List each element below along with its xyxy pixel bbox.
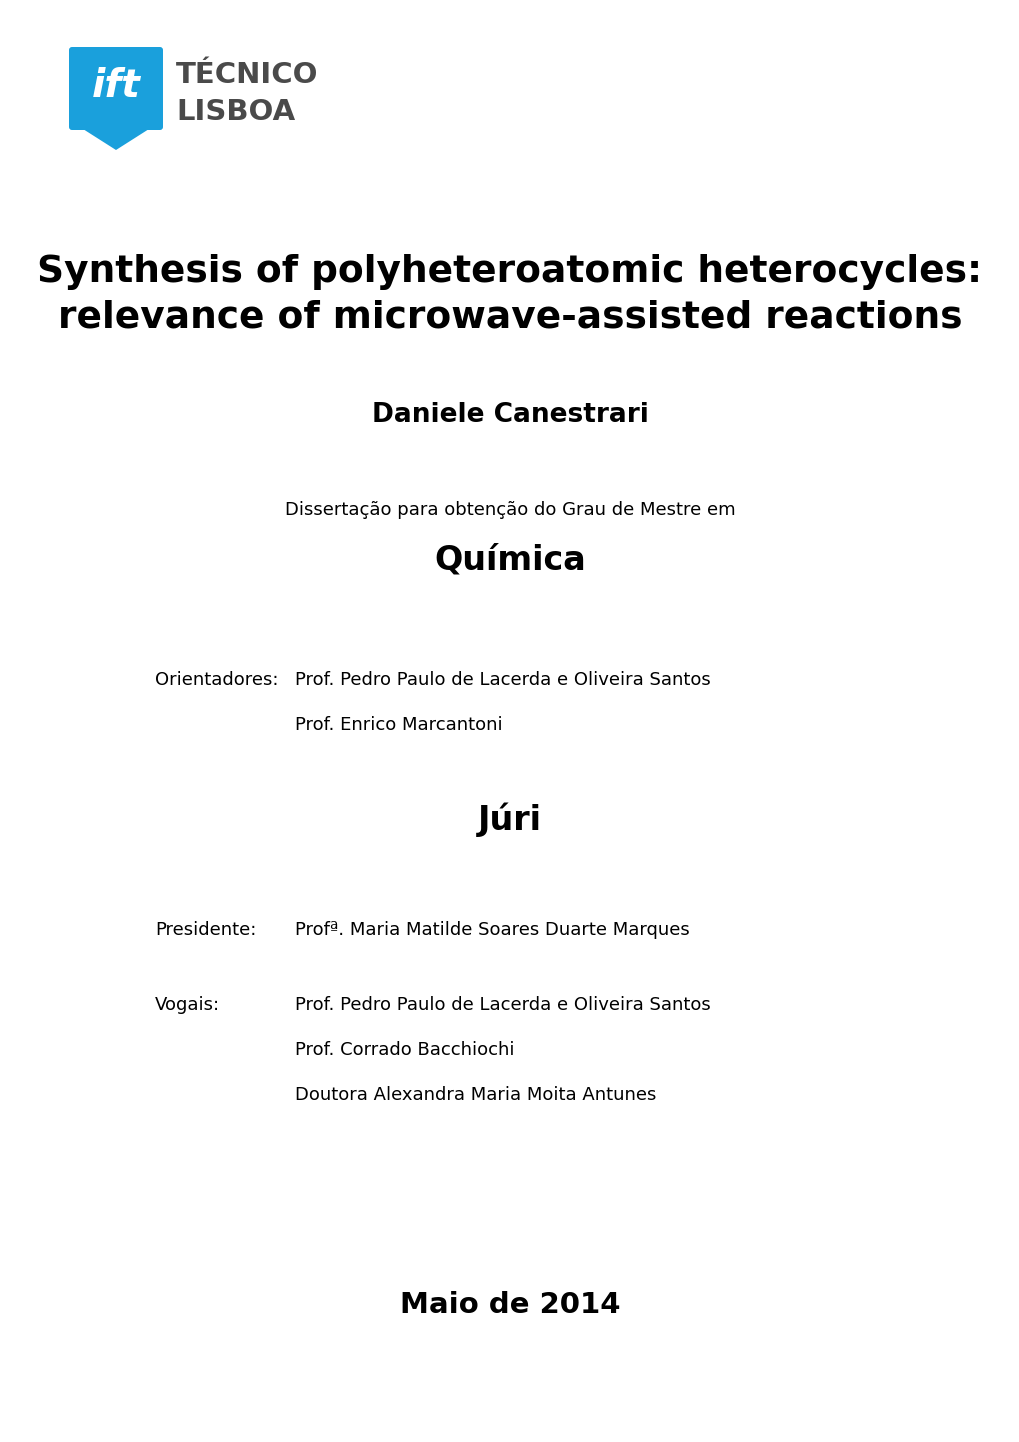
Text: Prof. Pedro Paulo de Lacerda e Oliveira Santos: Prof. Pedro Paulo de Lacerda e Oliveira … <box>294 671 710 689</box>
Text: Presidente:: Presidente: <box>155 921 256 939</box>
Text: Orientadores:: Orientadores: <box>155 671 278 689</box>
Text: Química: Química <box>434 544 585 577</box>
FancyBboxPatch shape <box>69 48 163 130</box>
Polygon shape <box>72 123 160 150</box>
Text: Maio de 2014: Maio de 2014 <box>399 1291 620 1319</box>
Text: ift: ift <box>92 66 141 105</box>
Text: Dissertação para obtenção do Grau de Mestre em: Dissertação para obtenção do Grau de Mes… <box>284 500 735 519</box>
Text: Doutora Alexandra Maria Moita Antunes: Doutora Alexandra Maria Moita Antunes <box>294 1086 656 1105</box>
Text: Profª. Maria Matilde Soares Duarte Marques: Profª. Maria Matilde Soares Duarte Marqu… <box>294 921 689 939</box>
Text: LISBOA: LISBOA <box>176 98 294 125</box>
Text: Prof. Corrado Bacchiochi: Prof. Corrado Bacchiochi <box>294 1041 514 1058</box>
Text: Prof. Pedro Paulo de Lacerda e Oliveira Santos: Prof. Pedro Paulo de Lacerda e Oliveira … <box>294 996 710 1014</box>
Text: Prof. Enrico Marcantoni: Prof. Enrico Marcantoni <box>294 717 502 734</box>
Text: Synthesis of polyheteroatomic heterocycles:: Synthesis of polyheteroatomic heterocycl… <box>38 254 981 290</box>
Text: Daniele Canestrari: Daniele Canestrari <box>371 402 648 428</box>
Text: Vogais:: Vogais: <box>155 996 220 1014</box>
Text: relevance of microwave-assisted reactions: relevance of microwave-assisted reaction… <box>58 300 961 336</box>
Text: Júri: Júri <box>478 803 541 838</box>
Text: TÉCNICO: TÉCNICO <box>176 61 318 89</box>
